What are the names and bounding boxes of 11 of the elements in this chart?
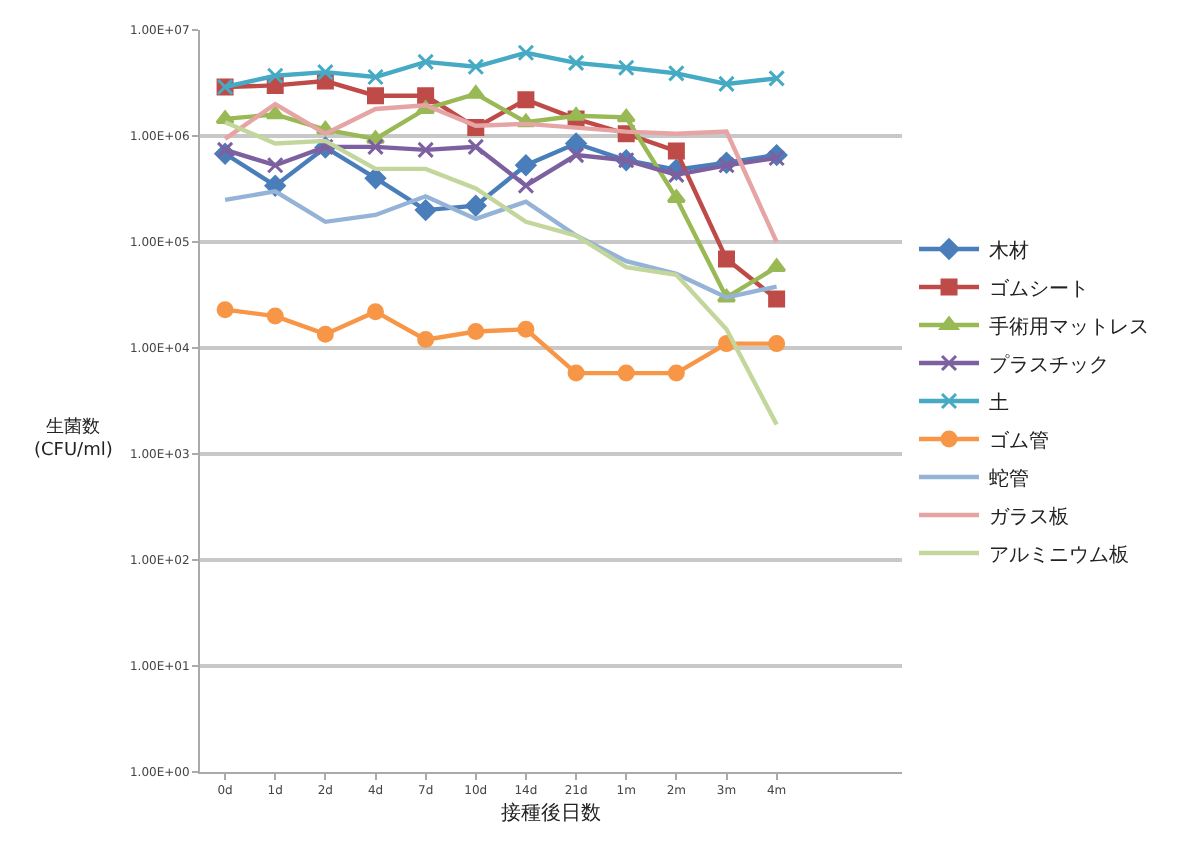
x-axis-title: 接種後日数 [501, 801, 601, 826]
legend-label: ゴムシート [989, 276, 1090, 301]
legend-label: 木材 [989, 238, 1030, 263]
legend-label: 蛇管 [989, 466, 1030, 491]
legend-label: ガラス板 [989, 504, 1070, 529]
legend-label: 土 [989, 390, 1010, 415]
y-axis-title: 生菌数 (CFU/ml) [34, 416, 113, 462]
legend-label: プラスチック [989, 352, 1110, 377]
legend-label: アルミニウム板 [989, 542, 1130, 567]
legend-label: 手術用マットレス [989, 314, 1150, 339]
legend-label: ゴム管 [989, 428, 1050, 453]
